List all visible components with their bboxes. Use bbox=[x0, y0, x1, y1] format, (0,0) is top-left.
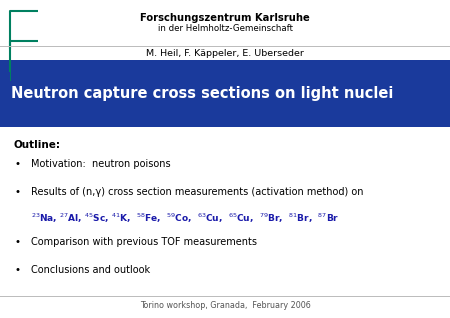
Text: M. Heil, F. Käppeler, E. Uberseder: M. Heil, F. Käppeler, E. Uberseder bbox=[146, 49, 304, 58]
Text: •: • bbox=[14, 265, 20, 275]
Text: Motivation:  neutron poisons: Motivation: neutron poisons bbox=[31, 159, 170, 169]
Text: •: • bbox=[14, 187, 20, 197]
Text: Outline:: Outline: bbox=[14, 140, 60, 150]
Text: in der Helmholtz-Gemeinschaft: in der Helmholtz-Gemeinschaft bbox=[158, 24, 292, 33]
Text: $^{23}$Na, $^{27}$Al, $^{45}$Sc, $^{41}$K,  $^{58}$Fe,  $^{59}$Co,  $^{63}$Cu,  : $^{23}$Na, $^{27}$Al, $^{45}$Sc, $^{41}$… bbox=[31, 212, 339, 225]
Text: Comparison with previous TOF measurements: Comparison with previous TOF measurement… bbox=[31, 237, 256, 247]
Text: •: • bbox=[14, 237, 20, 247]
FancyBboxPatch shape bbox=[0, 60, 450, 127]
Text: Neutron capture cross sections on light nuclei: Neutron capture cross sections on light … bbox=[11, 86, 394, 101]
Text: Results of (n,γ) cross section measurements (activation method) on: Results of (n,γ) cross section measureme… bbox=[31, 187, 363, 197]
Text: •: • bbox=[14, 159, 20, 169]
Text: Torino workshop, Granada,  February 2006: Torino workshop, Granada, February 2006 bbox=[140, 301, 310, 310]
Text: Conclusions and outlook: Conclusions and outlook bbox=[31, 265, 150, 275]
Text: Forschungszentrum Karlsruhe: Forschungszentrum Karlsruhe bbox=[140, 13, 310, 23]
